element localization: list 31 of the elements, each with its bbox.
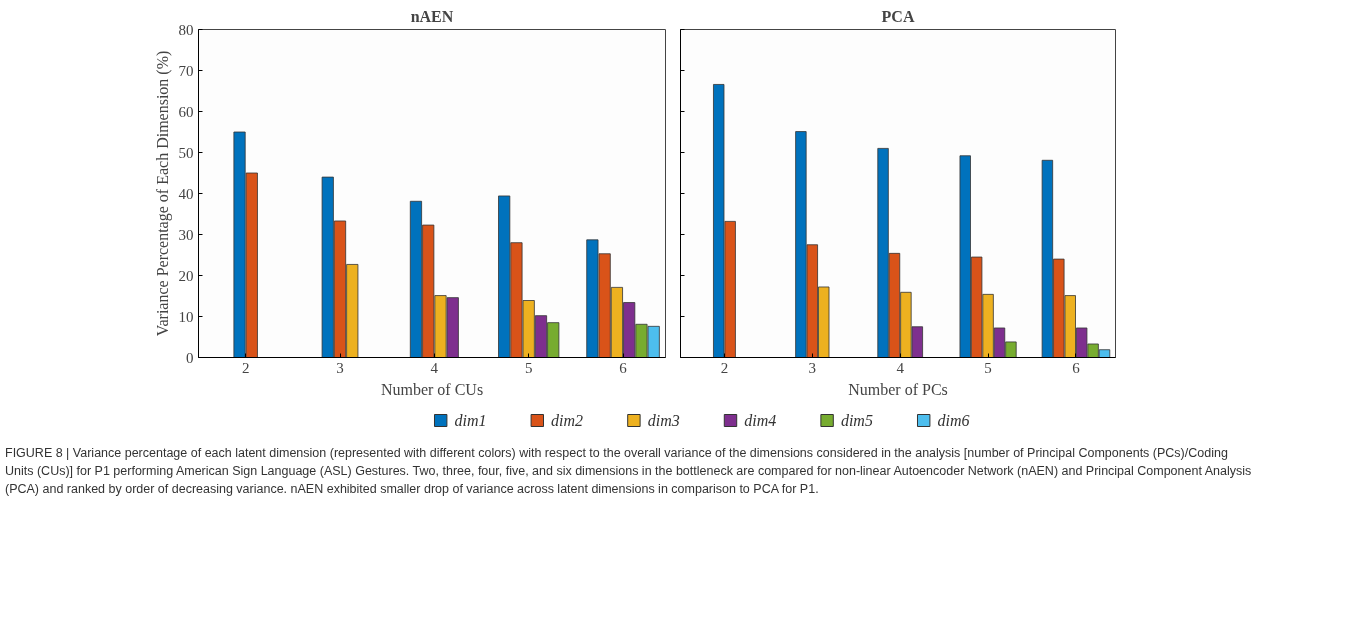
x-tick-label: 3 xyxy=(808,359,817,376)
chart-title: nAEN xyxy=(410,7,454,25)
x-tick-label: 2 xyxy=(720,359,729,376)
x-axis-title: Number of CUs xyxy=(380,380,484,398)
legend-label: dim2 xyxy=(551,412,584,429)
x-tick-label: 4 xyxy=(430,359,439,376)
x-axis-title: Number of PCs xyxy=(848,380,948,398)
y-tick-label: 0 xyxy=(186,349,194,366)
y-tick-label: 40 xyxy=(178,185,194,202)
x-tick-label: 3 xyxy=(336,359,344,376)
y-tick-label: 30 xyxy=(178,226,194,243)
y-tick-label: 70 xyxy=(178,62,194,79)
x-tick-label: 5 xyxy=(984,359,992,376)
x-tick-label: 5 xyxy=(524,359,533,376)
y-tick-label: 10 xyxy=(178,308,194,325)
legend-label: dim1 xyxy=(454,412,487,429)
y-axis-title: Variance Percentage of Each Dimension (%) xyxy=(153,50,172,337)
legend-label: dim5 xyxy=(840,412,873,429)
caption: FIGURE 8 | Variance percentage of each latent dimension (represented with different colors) with respect to the overall variance of the dimensions considered in the analysis [number of Principal Components (PCs)/Coding Units (CUs)] for P1 performing American Sign Language (ASL) Gestures. Two, three, four, five, and six dimensions in the bottleneck are compared for non-linear Autoencoder Network (nAEN) and Principal Component Analysis (PCA) and ranked by order of decreasing variance. nAEN exhibited smaller drop of variance across latent dimensions in comparison to PCA for P1. xyxy=(5,445,1253,498)
x-tick-label: 6 xyxy=(1072,359,1081,376)
legend-label: dim3 xyxy=(647,412,680,429)
y-tick-label: 50 xyxy=(178,144,194,161)
legend-label: dim4 xyxy=(744,412,777,429)
x-tick-label: 4 xyxy=(896,359,905,376)
x-tick-label: 6 xyxy=(619,359,628,376)
y-tick-label: 20 xyxy=(178,267,194,284)
y-tick-label: 80 xyxy=(178,21,194,38)
chart-title: PCA xyxy=(881,7,915,25)
x-tick-label: 2 xyxy=(241,359,250,376)
legend-label: dim6 xyxy=(937,412,970,429)
y-tick-label: 60 xyxy=(178,103,194,120)
